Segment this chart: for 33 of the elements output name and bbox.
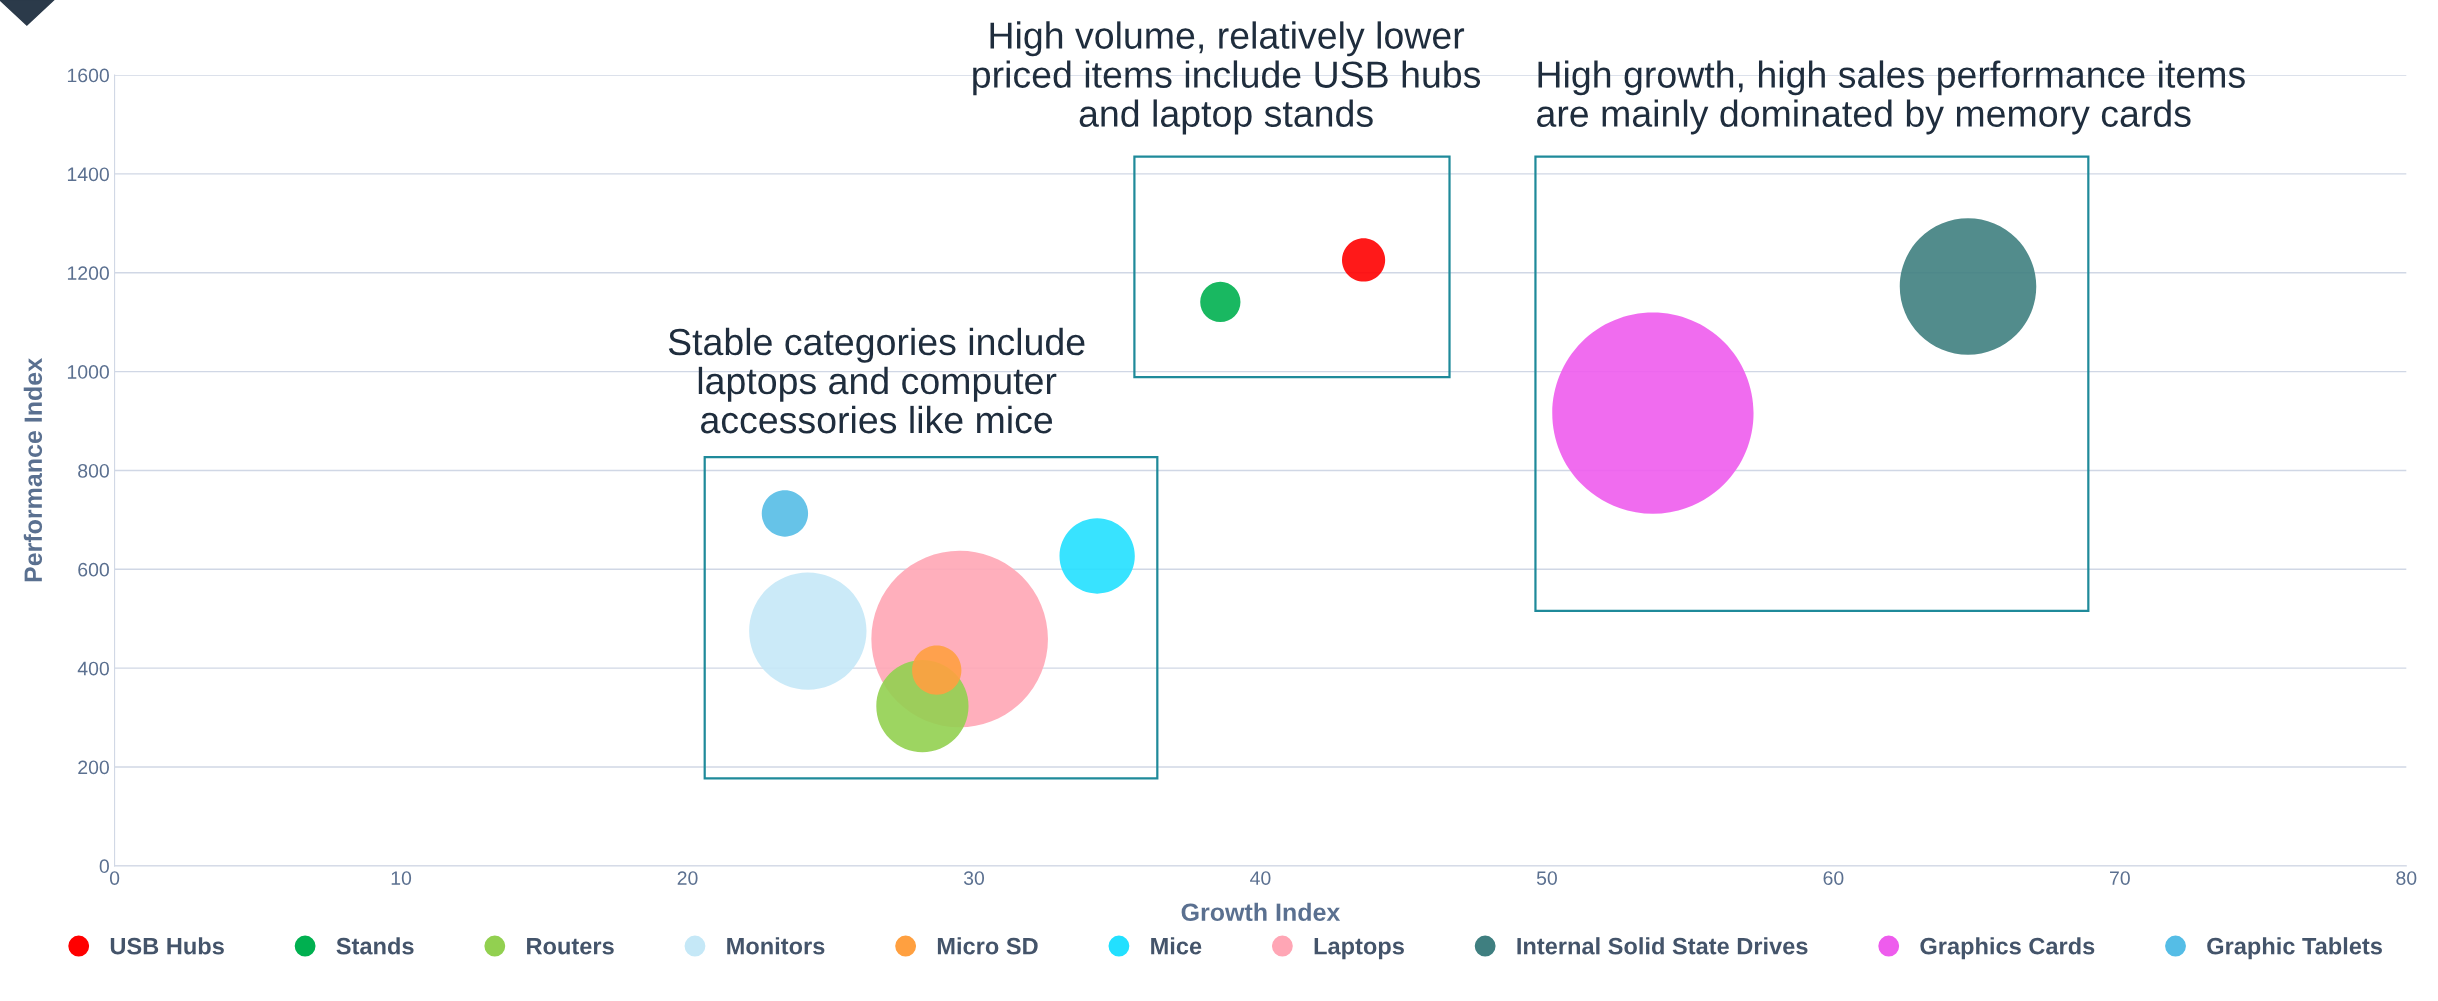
legend-label: Mice <box>1151 937 1202 955</box>
y-tick-label: 400 <box>77 661 109 676</box>
y-tick-label: 200 <box>78 760 109 775</box>
legend-label: Micro SD <box>937 937 1038 955</box>
y-tick-label: 1000 <box>67 365 109 379</box>
x-tick-label: 10 <box>391 871 412 886</box>
x-tick-label: 80 <box>2396 871 2417 886</box>
y-tick-label: 1600 <box>67 68 109 83</box>
y-tick-label: 1400 <box>67 167 109 182</box>
legend-label: Monitors <box>727 937 825 955</box>
x-axis-title: Growth Index <box>1181 902 1341 922</box>
x-tick-label: 0 <box>109 871 120 886</box>
y-tick-label: 600 <box>78 562 109 577</box>
y-tick-label: 800 <box>78 463 109 478</box>
x-tick-label: 20 <box>677 871 698 886</box>
y-axis-title: Performance Index <box>23 358 43 582</box>
annotation: Stable categories include laptops and computer accessories like mice <box>668 327 1085 434</box>
x-tick-label: 60 <box>1823 871 1844 886</box>
legend-label: Routers <box>527 938 614 955</box>
x-tick-label: 70 <box>2110 871 2130 886</box>
y-tick-label: 0 <box>99 859 109 874</box>
legend-label: Graphic Tablets <box>2207 937 2382 960</box>
legend-label: Laptops <box>1314 938 1404 960</box>
x-tick-label: 50 <box>1536 871 1557 886</box>
legend-label: Stands <box>336 937 414 955</box>
x-tick-label: 40 <box>1250 871 1271 886</box>
annotation: High growth, high sales performance items are mainly dominated by memory cards <box>1537 60 2245 135</box>
annotation: High volume, relatively lower priced items include USB hubs and laptop stands <box>973 21 1481 135</box>
legend-label: Graphics Cards <box>1920 937 2095 960</box>
x-tick-label: 30 <box>963 871 985 886</box>
legend-label: Internal Solid State Drives <box>1517 937 1808 955</box>
legend-label: USB Hubs <box>110 937 224 955</box>
y-tick-label: 1200 <box>67 266 109 281</box>
